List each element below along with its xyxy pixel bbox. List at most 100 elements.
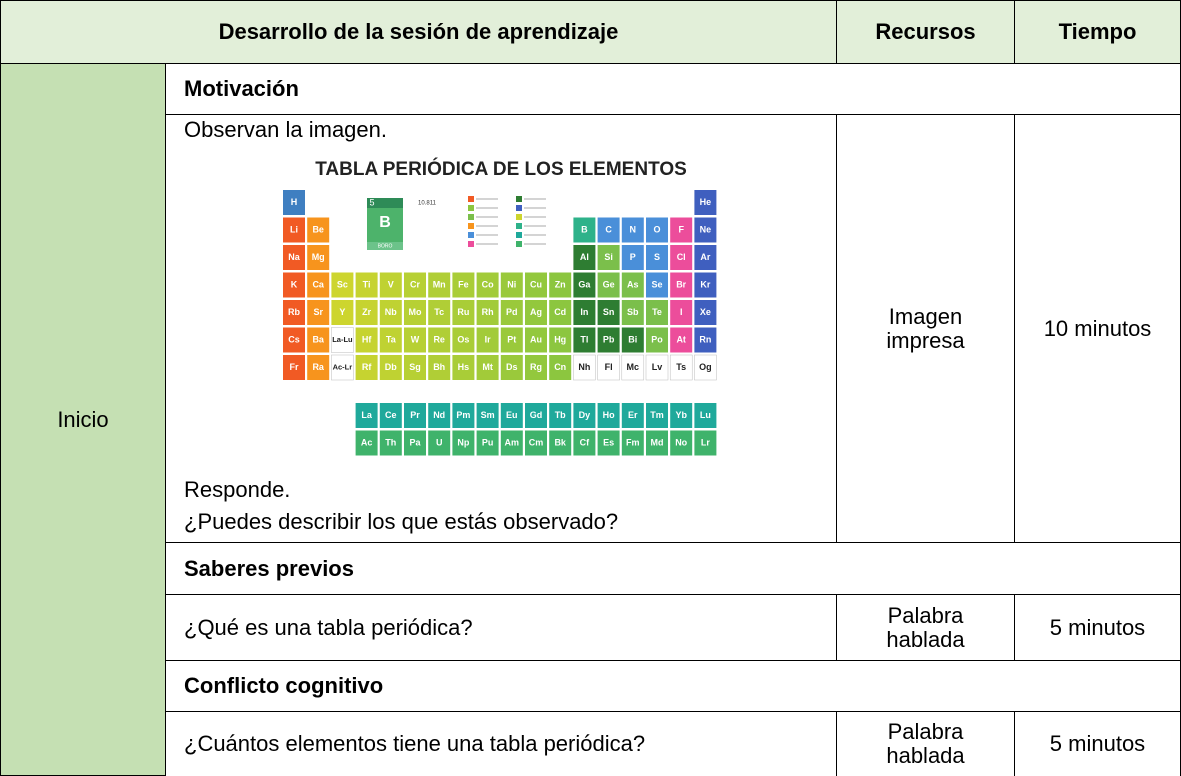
element-symbol: Ac [361, 437, 373, 447]
element-cell [500, 272, 523, 298]
element-cell [500, 430, 523, 456]
element-symbol: Pd [506, 307, 518, 317]
element-cell [404, 430, 426, 456]
element-symbol: Cd [554, 307, 566, 317]
element-symbol: Dy [579, 410, 591, 420]
element-symbol: Tb [555, 410, 566, 420]
element-cell [307, 355, 330, 380]
element-cell [283, 245, 305, 270]
element-cell [597, 217, 620, 243]
element-cell [670, 272, 693, 298]
element-symbol: Mn [433, 279, 446, 289]
element-cell [549, 272, 572, 298]
element-symbol: V [388, 279, 394, 289]
element-cell [355, 272, 378, 298]
element-cell [428, 403, 451, 428]
element-symbol: Po [651, 334, 663, 344]
element-cell [355, 403, 378, 428]
element-cell [452, 327, 475, 353]
element-cell [452, 300, 475, 325]
element-cell [646, 300, 668, 325]
element-symbol: Mg [312, 252, 325, 262]
element-cell [646, 245, 668, 270]
element-symbol: Np [457, 437, 469, 447]
element-symbol: Ac-Lr [333, 362, 353, 371]
element-symbol: Ne [700, 224, 712, 234]
element-cell [307, 300, 330, 325]
time-cell: 10 minutos [1014, 114, 1181, 543]
element-symbol: La-Lu [332, 335, 353, 344]
element-cell [670, 300, 693, 325]
element-cell [646, 217, 668, 243]
element-symbol: I [680, 307, 683, 317]
legend-line [524, 243, 546, 245]
element-cell [573, 327, 596, 353]
element-symbol: Ar [700, 252, 710, 262]
element-cell [669, 354, 693, 381]
element-cell [404, 272, 426, 298]
element-symbol: Lu [700, 410, 711, 420]
section-title: Motivación [165, 63, 1181, 115]
element-symbol: At [676, 334, 686, 344]
element-symbol: Rf [362, 362, 372, 372]
time-cell: 5 minutos [1014, 594, 1181, 661]
element-cell [331, 327, 354, 353]
element-cell [694, 430, 717, 456]
element-cell [355, 327, 378, 353]
element-cell [670, 245, 693, 270]
element-symbol: Rg [530, 362, 542, 372]
element-symbol: Pb [603, 334, 615, 344]
element-symbol: Ag [530, 307, 542, 317]
element-symbol: Zn [555, 279, 566, 289]
content-text: Responde. [184, 477, 291, 502]
element-cell [452, 272, 475, 298]
element-cell [573, 403, 596, 428]
legend-line [524, 234, 546, 236]
element-symbol: B [581, 224, 588, 234]
element-symbol: K [291, 279, 298, 289]
element-symbol: Se [651, 279, 662, 289]
legend-swatch [516, 232, 522, 238]
element-cell [500, 327, 523, 353]
element-cell [646, 430, 668, 456]
element-symbol: Nb [385, 307, 397, 317]
element-cell [525, 300, 547, 325]
element-cell [307, 245, 330, 270]
time-cell: 5 minutos [1014, 711, 1181, 776]
element-symbol: Mo [409, 307, 422, 317]
resource-cell: Palabra hablada [836, 594, 1015, 661]
element-symbol: Pu [482, 437, 494, 447]
element-symbol: Os [457, 334, 469, 344]
element-symbol: Bh [433, 362, 445, 372]
section-title: Conflicto cognitivo [165, 660, 1181, 712]
element-symbol: Db [385, 362, 397, 372]
element-symbol: Li [290, 224, 298, 234]
element-symbol: Pa [409, 437, 421, 447]
element-symbol: Sc [337, 279, 348, 289]
element-symbol: Tm [650, 410, 664, 420]
element-symbol: No [675, 437, 687, 447]
element-cell [379, 403, 402, 428]
element-cell [621, 300, 644, 325]
element-cell [573, 354, 596, 381]
element-symbol: Xe [700, 307, 711, 317]
element-symbol: Og [699, 362, 712, 372]
element-symbol: Am [505, 437, 520, 447]
legend-line [476, 216, 498, 218]
element-symbol: Cm [529, 437, 544, 447]
element-cell [452, 355, 475, 380]
element-symbol: Cu [530, 279, 542, 289]
element-cell [525, 403, 547, 428]
element-symbol: Hf [362, 334, 372, 344]
element-symbol: Be [312, 224, 324, 234]
element-cell [404, 403, 426, 428]
element-cell [500, 403, 523, 428]
element-cell [597, 300, 620, 325]
element-cell [597, 430, 620, 456]
element-cell [549, 355, 572, 380]
key-mass: 10.811 [418, 201, 437, 207]
element-symbol: Te [652, 307, 662, 317]
element-cell [283, 355, 305, 380]
element-symbol: Bk [554, 437, 566, 447]
